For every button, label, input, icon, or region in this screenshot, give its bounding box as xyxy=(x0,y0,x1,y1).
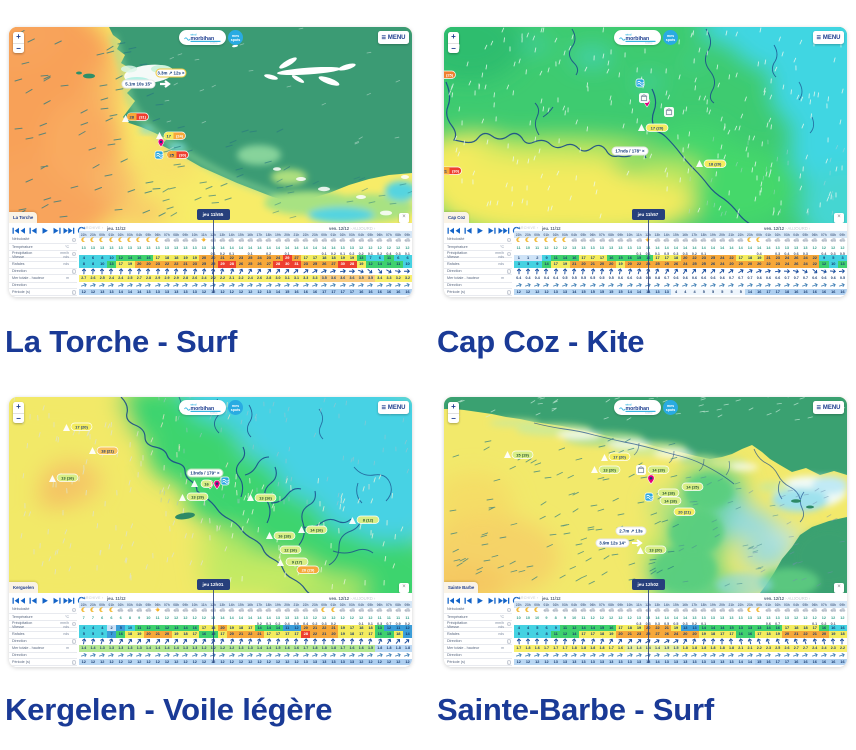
svg-text:20 (21): 20 (21) xyxy=(678,509,691,514)
svg-text:28: 28 xyxy=(130,114,135,119)
svg-text:16: 16 xyxy=(204,481,209,486)
svg-text:14 (18): 14 (18) xyxy=(664,498,677,503)
svg-text:3.3m ↗ 12s ×: 3.3m ↗ 12s × xyxy=(157,71,185,76)
svg-text:17 (20): 17 (20) xyxy=(651,125,664,130)
svg-text:3.9m 12s 14°: 3.9m 12s 14° xyxy=(599,541,626,546)
svg-text:morbihan: morbihan xyxy=(645,42,653,44)
svg-text:13nds / 179° ×: 13nds / 179° × xyxy=(190,471,220,476)
svg-text:morbihan: morbihan xyxy=(625,36,649,42)
svg-text:14 (18): 14 (18) xyxy=(662,490,675,495)
svg-text:17 (20): 17 (20) xyxy=(75,424,88,429)
svg-text:13 (19): 13 (19) xyxy=(191,494,204,499)
svg-text:(31): (31) xyxy=(139,114,147,119)
svg-text:15 (19): 15 (19) xyxy=(516,452,529,457)
svg-text:12 (16): 12 (16) xyxy=(284,547,297,552)
svg-text:morbihan: morbihan xyxy=(210,412,218,414)
svg-text:wind: wind xyxy=(625,33,631,37)
svg-text:13 (16): 13 (16) xyxy=(259,495,272,500)
svg-text:wind: wind xyxy=(625,403,631,407)
svg-text:morbihan: morbihan xyxy=(210,42,218,44)
svg-text:(30): (30) xyxy=(179,152,187,157)
svg-text:21: 21 xyxy=(444,168,448,173)
svg-text:morbihan: morbihan xyxy=(645,412,653,414)
svg-text:9 (17): 9 (17) xyxy=(292,559,303,564)
svg-text:25: 25 xyxy=(170,152,175,157)
svg-text:13 (20): 13 (20) xyxy=(603,467,616,472)
svg-text:14 (15): 14 (15) xyxy=(686,484,699,489)
svg-text:2.7m ↗ 13s: 2.7m ↗ 13s xyxy=(619,529,643,534)
svg-text:13 (20): 13 (20) xyxy=(649,547,662,552)
svg-text:20 (29): 20 (29) xyxy=(302,567,315,572)
svg-text:5.1m 10s 15°: 5.1m 10s 15° xyxy=(125,82,152,87)
svg-text:17nds / 178° ×: 17nds / 178° × xyxy=(615,149,645,154)
svg-text:(24): (24) xyxy=(176,133,184,138)
svg-text:(25): (25) xyxy=(446,72,454,77)
svg-text:morbihan: morbihan xyxy=(190,406,214,412)
svg-text:morbihan: morbihan xyxy=(625,406,649,412)
svg-text:17: 17 xyxy=(167,133,172,138)
svg-text:13 (16): 13 (16) xyxy=(61,475,74,480)
svg-text:(30): (30) xyxy=(452,168,460,173)
svg-text:18 (20): 18 (20) xyxy=(709,161,722,166)
svg-text:14 (19): 14 (19) xyxy=(652,467,665,472)
svg-text:wind: wind xyxy=(190,403,196,407)
svg-text:8 (12): 8 (12) xyxy=(363,517,374,522)
svg-text:18 (21): 18 (21) xyxy=(101,448,114,453)
svg-text:morbihan: morbihan xyxy=(190,36,214,42)
svg-text:14 (16): 14 (16) xyxy=(310,527,323,532)
svg-text:16 (18): 16 (18) xyxy=(278,533,291,538)
svg-text:17 (20): 17 (20) xyxy=(613,454,626,459)
svg-text:wind: wind xyxy=(190,33,196,37)
